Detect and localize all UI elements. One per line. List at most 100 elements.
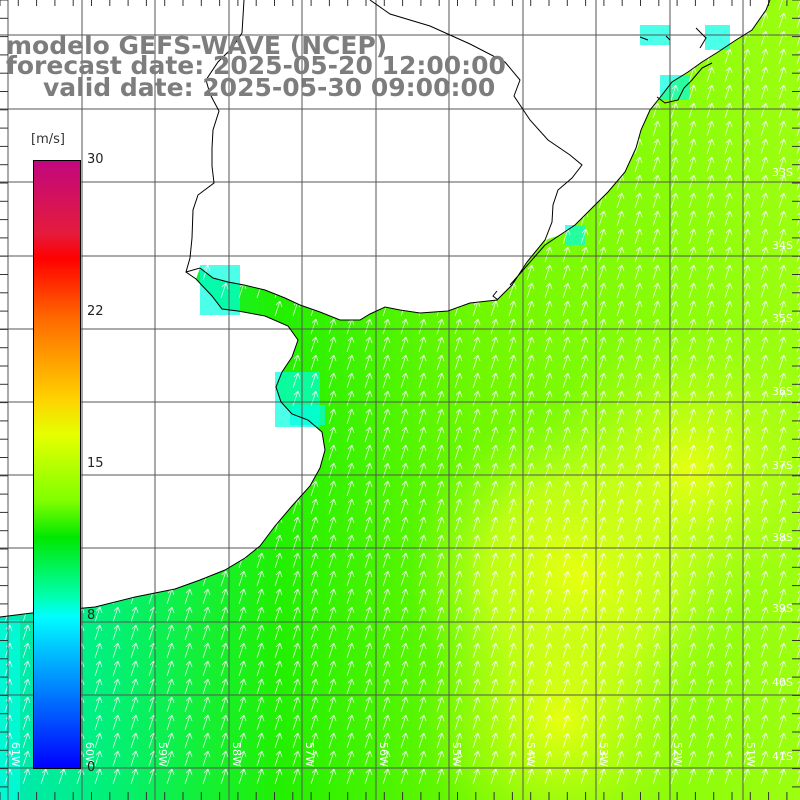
wind-arrow: [760, 48, 769, 65]
wind-arrow: [418, 642, 427, 659]
wind-arrow: [112, 714, 121, 731]
wind-arrow: [706, 318, 715, 335]
wind-arrow: [508, 606, 517, 623]
wind-arrow: [544, 408, 553, 425]
wind-arrow: [130, 768, 139, 785]
wind-arrow: [598, 192, 607, 209]
wind-arrow: [652, 156, 661, 173]
wind-arrow: [418, 372, 427, 389]
wind-arrow: [112, 588, 121, 605]
wind-arrow: [454, 714, 463, 731]
wind-arrow: [724, 120, 733, 137]
wind-arrow: [580, 750, 589, 767]
wind-arrow: [346, 516, 355, 533]
wind-arrow: [580, 696, 589, 713]
wind-arrow: [652, 750, 661, 767]
wind-arrow: [112, 642, 121, 659]
wind-arrow: [724, 768, 733, 785]
wind-arrow: [670, 156, 679, 173]
wind-arrow: [562, 408, 571, 425]
wind-arrow: [508, 516, 517, 533]
wind-arrow: [436, 354, 445, 371]
wind-arrow: [706, 156, 715, 173]
wind-arrow: [760, 516, 769, 533]
wind-arrow: [616, 714, 625, 731]
wind-arrow: [598, 732, 607, 749]
wind-arrow: [742, 336, 751, 353]
wind-arrow: [724, 444, 733, 461]
wind-arrow: [112, 606, 121, 623]
wind-arrow: [742, 678, 751, 695]
wind-arrow: [634, 732, 643, 749]
wind-arrow: [472, 498, 481, 515]
wind-arrow: [742, 498, 751, 515]
wind-arrow: [346, 678, 355, 695]
wind-arrow: [634, 624, 643, 641]
wind-arrow: [238, 624, 247, 641]
lat-labels: 33S 34S 35S 36S 37S 38S 39S 40S 41S: [772, 166, 793, 763]
wind-arrow: [760, 192, 769, 209]
wind-arrow: [598, 372, 607, 389]
wind-arrow: [616, 498, 625, 515]
wind-arrow: [580, 660, 589, 677]
wind-arrow: [616, 300, 625, 317]
wind-arrow: [634, 660, 643, 677]
wind-arrow: [436, 552, 445, 569]
wind-arrow: [310, 768, 319, 785]
wind-arrow: [166, 732, 175, 749]
wind-arrow: [760, 732, 769, 749]
wind-arrow: [760, 336, 769, 353]
wind-arrow: [598, 210, 607, 227]
wind-arrow: [274, 570, 283, 587]
wind-arrow: [706, 732, 715, 749]
wind-arrow: [562, 516, 571, 533]
wind-arrow: [652, 444, 661, 461]
lon-label: 58W: [230, 742, 243, 767]
lon-label: 61W: [9, 742, 22, 767]
wind-arrow: [778, 102, 787, 119]
wind-arrow: [562, 390, 571, 407]
wind-arrow: [328, 732, 337, 749]
wind-arrow: [652, 246, 661, 263]
wind-arrow: [274, 516, 283, 533]
wind-arrow: [742, 66, 751, 83]
lon-label: 54W: [524, 742, 537, 767]
wind-arrow: [598, 390, 607, 407]
wind-arrow: [724, 642, 733, 659]
wind-arrow: [310, 678, 319, 695]
wind-arrow: [292, 768, 301, 785]
wind-arrow: [418, 498, 427, 515]
wind-arrow: [256, 768, 265, 785]
wind-arrow: [508, 444, 517, 461]
wind-arrow: [310, 732, 319, 749]
wind-arrow: [310, 390, 319, 407]
wind-arrow: [670, 570, 679, 587]
wind-arrow: [490, 606, 499, 623]
wind-arrow: [436, 660, 445, 677]
wind-arrow: [256, 606, 265, 623]
wind-arrow: [436, 390, 445, 407]
wind-arrow: [400, 624, 409, 641]
wind-arrow: [328, 390, 337, 407]
wind-arrow: [778, 426, 787, 443]
wind-arrow: [328, 498, 337, 515]
wind-arrow: [364, 372, 373, 389]
wind-speed-low-patch: [565, 225, 585, 245]
wind-arrow: [292, 732, 301, 749]
wind-arrow: [94, 696, 103, 713]
wind-arrow: [580, 318, 589, 335]
wind-arrow: [742, 156, 751, 173]
wind-arrow: [598, 552, 607, 569]
wind-arrow: [382, 606, 391, 623]
wind-arrow: [400, 768, 409, 785]
wind-arrow: [688, 156, 697, 173]
wind-arrow: [346, 498, 355, 515]
wind-arrow: [706, 300, 715, 317]
wind-arrow: [760, 138, 769, 155]
wind-arrow: [580, 606, 589, 623]
wind-arrow: [400, 408, 409, 425]
wind-arrow: [724, 732, 733, 749]
wind-arrow: [202, 714, 211, 731]
wind-arrow: [328, 300, 337, 317]
wind-arrow: [544, 264, 553, 281]
